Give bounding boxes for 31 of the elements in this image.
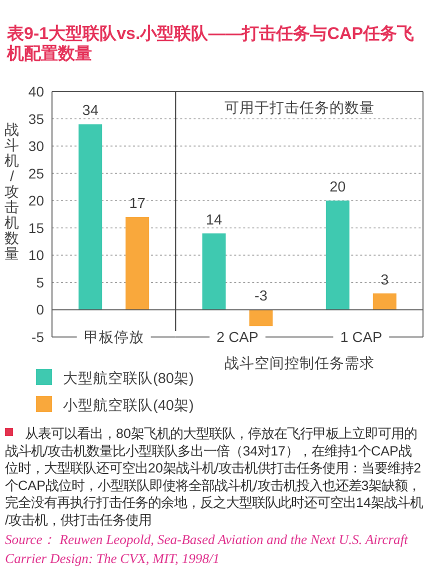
x-tick-label: 1 CAP: [340, 330, 382, 346]
x-axis-title: 战斗空间控制任务需求: [224, 355, 374, 372]
y-tick-label: 40: [28, 84, 44, 100]
y-tick-label: 15: [28, 220, 44, 236]
bar: [202, 233, 226, 310]
annotation: 可用于打击任务的数量: [224, 100, 374, 116]
data-label: 14: [206, 212, 222, 228]
y-tick-label: 25: [28, 165, 44, 182]
x-tick-label: 2 CAP: [216, 330, 258, 346]
text: 从表可以看出，80架飞机的大型联队，停放在飞行甲板上立即可用的战斗机/攻击机数量比小型联队多出一倍（34对17），在维持1个CAP战位时，大型联队还可空出20架战斗机/攻击机供打击任务使用：当要维持2个CAP战位时，小型联队即使将全部战斗机/攻击机投入也还差3架缺额，完全没有再执行打击任务的余地，反之大型联队此时还可空出14架战斗机/攻击机，供打击任务使用: [5, 426, 423, 528]
legend-label: 大型航空联队(80架): [63, 370, 194, 387]
bar: [326, 200, 350, 310]
y-tick-label: 20: [28, 192, 44, 209]
data-label: 3: [380, 272, 389, 288]
y-tick-label: 10: [28, 247, 44, 264]
y-tick-label: 35: [28, 110, 44, 127]
data-label: -3: [254, 288, 268, 305]
x-tick-label: 甲板停放: [84, 329, 144, 346]
source-note: Source： Reuwen Leopold, Sea-Based Aviation and the Next U.S. Aircraft Carrier Design: The CVX, MIT, 1998/1: [5, 532, 410, 566]
y-tick-label: -5: [32, 329, 44, 345]
data-label: 34: [82, 103, 98, 120]
bar: [249, 310, 273, 326]
bar: [372, 293, 396, 310]
data-label: 17: [129, 196, 146, 212]
text: 战斗机/攻击机数量: [4, 122, 20, 262]
data-label: 20: [330, 180, 346, 196]
legend-label: 小型航空联队(40架): [63, 397, 194, 414]
y-tick-label: 30: [28, 138, 44, 154]
y-tick-label: 5: [36, 274, 44, 290]
text: 表9-1大型联队vs.小型联队——打击任务与CAP任务飞机配置数量: [6, 24, 414, 63]
y-tick-label: 0: [36, 302, 44, 318]
